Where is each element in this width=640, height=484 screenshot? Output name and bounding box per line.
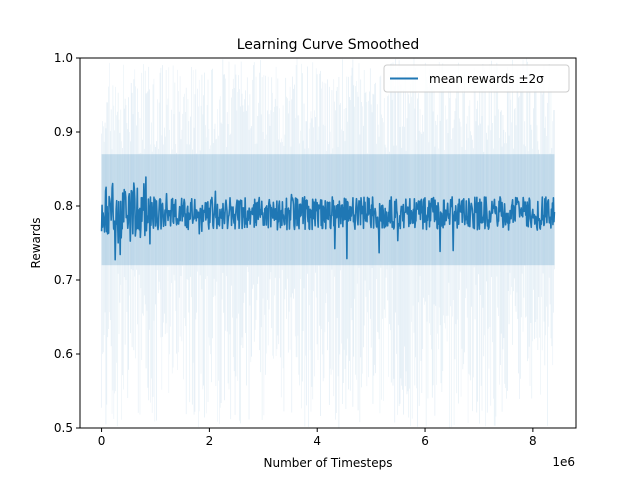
y-tick-label: 0.6 — [54, 347, 73, 361]
legend-box — [383, 64, 570, 93]
mean-rewards-path — [100, 176, 556, 261]
y-tick-label: 0.9 — [54, 125, 73, 139]
x-tick-label: 8 — [529, 434, 537, 448]
x-axis-offset-label: 1e6 — [552, 455, 575, 469]
x-tick-label: 2 — [206, 434, 214, 448]
x-tick-label: 6 — [421, 434, 429, 448]
plot-frame — [79, 57, 577, 429]
x-axis: 0 2 4 6 8 — [98, 428, 537, 448]
y-tick-label: 0.5 — [54, 421, 73, 435]
mean-rewards-line — [100, 176, 556, 261]
x-tick-label: 0 — [98, 434, 106, 448]
y-tick-label: 0.8 — [54, 199, 73, 213]
legend: mean rewards ±2σ — [383, 64, 570, 93]
legend-label: mean rewards ±2σ — [429, 72, 544, 86]
chart-title: Learning Curve Smoothed — [237, 37, 420, 53]
y-axis-label: Rewards — [29, 218, 43, 269]
x-tick-label: 4 — [313, 434, 321, 448]
y-axis: 0.5 0.6 0.7 0.8 0.9 1.0 — [54, 51, 80, 435]
y-tick-label: 0.7 — [54, 273, 73, 287]
x-axis-label: Number of Timesteps — [264, 456, 393, 470]
y-tick-label: 1.0 — [54, 51, 73, 65]
